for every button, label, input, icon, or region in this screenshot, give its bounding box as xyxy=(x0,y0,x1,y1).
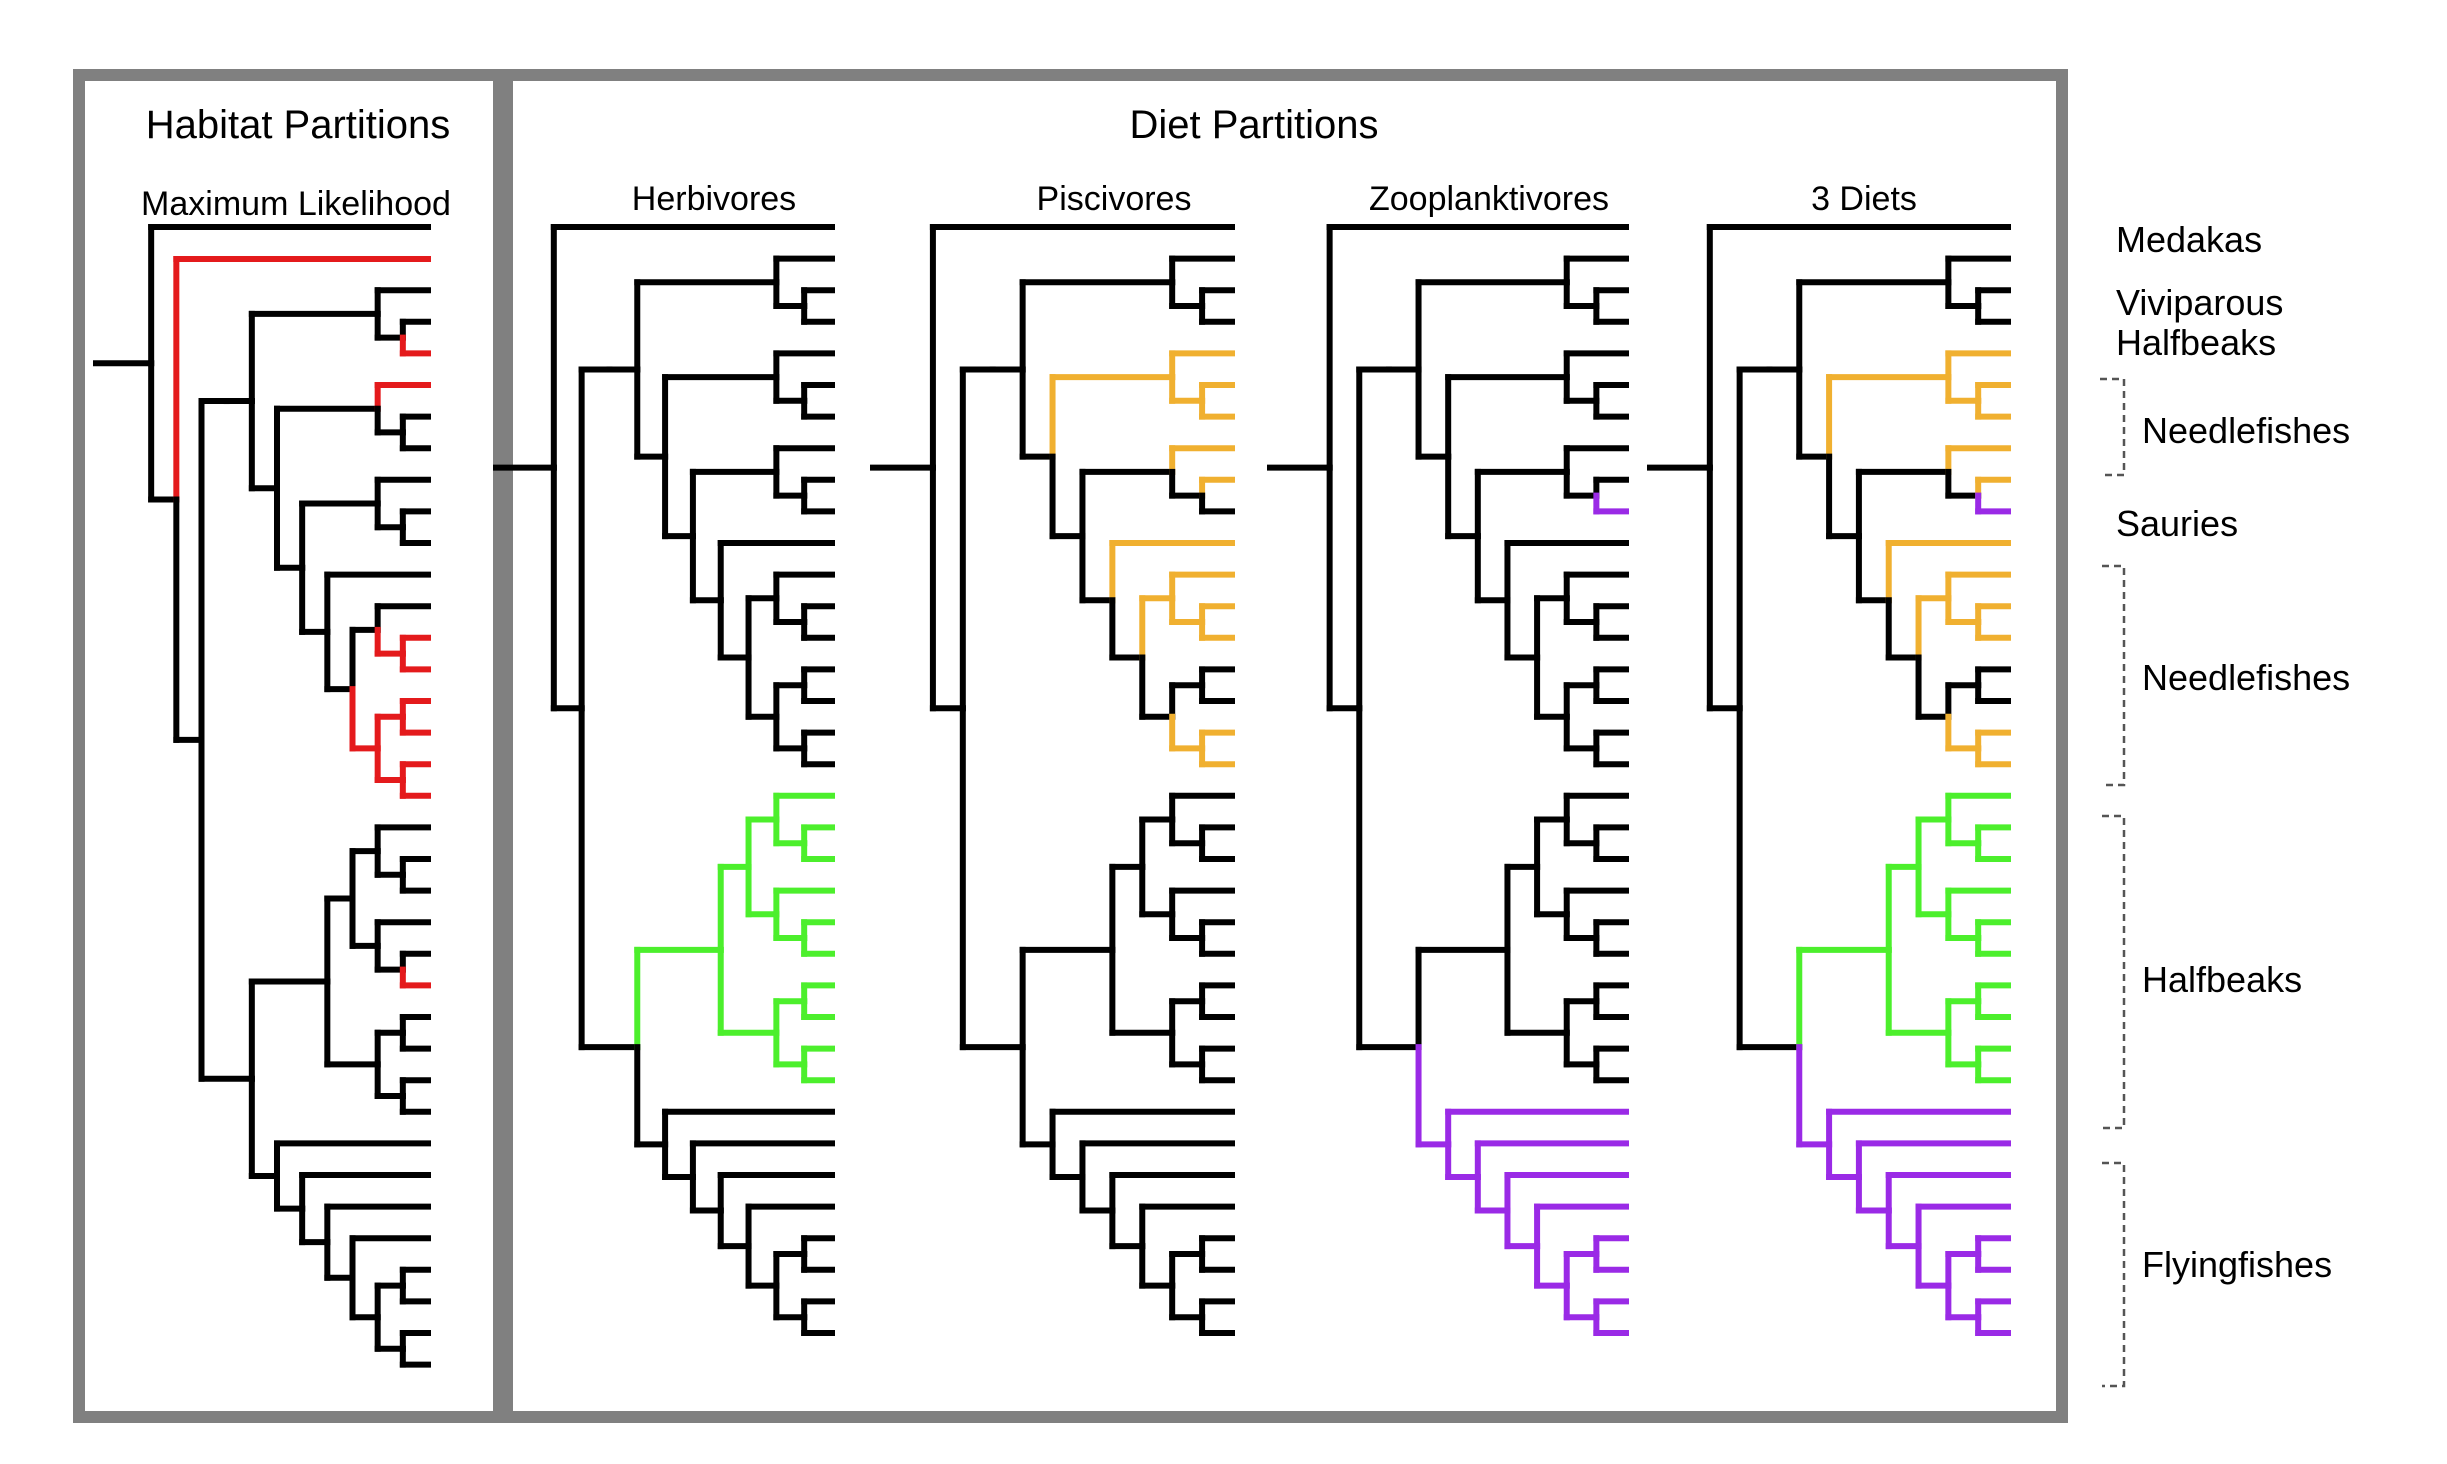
bracket-flyingfishes xyxy=(2102,1161,2126,1388)
bracket-needlefishes-2 xyxy=(2102,564,2126,787)
tree-title-herbivores: Herbivores xyxy=(632,180,796,218)
diet-panel-title: Diet Partitions xyxy=(1130,103,1379,147)
group-label-viviparous-line2: Halfbeaks xyxy=(2116,322,2276,363)
habitat-panel-frame xyxy=(73,69,505,1423)
habitat-panel-title: Habitat Partitions xyxy=(146,103,451,147)
group-label-needlefishes-2: Needlefishes xyxy=(2142,657,2350,698)
tree-title-3-diets: 3 Diets xyxy=(1811,180,1917,218)
group-label-viviparous-line1: Viviparous xyxy=(2116,282,2283,323)
tree-title-zooplanktivores: Zooplanktivores xyxy=(1369,180,1609,218)
group-label-halfbeaks: Halfbeaks xyxy=(2142,959,2302,1000)
group-label-sauries: Sauries xyxy=(2116,503,2238,544)
tree-title-ml: Maximum Likelihood xyxy=(141,185,451,223)
group-label-medakas: Medakas xyxy=(2116,219,2262,260)
tree-title-piscivores: Piscivores xyxy=(1037,180,1192,218)
bracket-halfbeaks xyxy=(2102,814,2126,1130)
trees-layer xyxy=(93,224,2011,1368)
group-label-needlefishes-1: Needlefishes xyxy=(2142,410,2350,451)
group-label-flyingfishes: Flyingfishes xyxy=(2142,1244,2332,1285)
bracket-needlefishes-1 xyxy=(2100,377,2126,477)
clade-brackets xyxy=(2100,377,2126,1388)
diet-panel-frame xyxy=(501,69,2068,1423)
